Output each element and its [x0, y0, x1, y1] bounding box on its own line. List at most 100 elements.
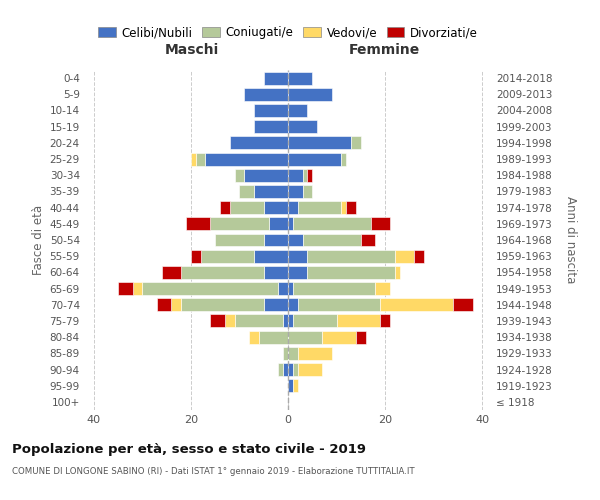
- Bar: [283, 314, 288, 328]
- Bar: [181, 298, 264, 311]
- Bar: [288, 234, 302, 246]
- Y-axis label: Fasce di età: Fasce di età: [32, 205, 46, 275]
- Bar: [235, 169, 244, 181]
- Bar: [288, 282, 293, 295]
- Bar: [288, 152, 341, 166]
- Bar: [293, 363, 298, 376]
- Bar: [288, 250, 307, 262]
- Bar: [288, 363, 293, 376]
- Bar: [288, 72, 312, 85]
- Bar: [230, 136, 288, 149]
- Y-axis label: Anni di nascita: Anni di nascita: [564, 196, 577, 284]
- Bar: [288, 136, 351, 149]
- Bar: [142, 282, 278, 295]
- Bar: [283, 347, 288, 360]
- Bar: [293, 282, 376, 295]
- Bar: [307, 169, 312, 181]
- Bar: [337, 314, 380, 328]
- Bar: [249, 330, 259, 344]
- Bar: [288, 120, 317, 133]
- Bar: [288, 104, 307, 117]
- Bar: [307, 250, 395, 262]
- Bar: [264, 266, 288, 279]
- Bar: [254, 185, 288, 198]
- Bar: [205, 152, 288, 166]
- Bar: [191, 152, 196, 166]
- Bar: [196, 152, 205, 166]
- Bar: [414, 250, 424, 262]
- Bar: [371, 218, 390, 230]
- Text: Popolazione per età, sesso e stato civile - 2019: Popolazione per età, sesso e stato civil…: [12, 442, 366, 456]
- Bar: [288, 185, 302, 198]
- Bar: [210, 314, 225, 328]
- Bar: [244, 169, 288, 181]
- Bar: [288, 88, 332, 101]
- Bar: [264, 234, 288, 246]
- Bar: [395, 266, 400, 279]
- Bar: [157, 298, 172, 311]
- Bar: [376, 282, 390, 295]
- Bar: [302, 169, 307, 181]
- Bar: [288, 218, 293, 230]
- Bar: [288, 298, 298, 311]
- Bar: [191, 250, 200, 262]
- Bar: [239, 185, 254, 198]
- Bar: [235, 314, 283, 328]
- Bar: [298, 347, 332, 360]
- Bar: [361, 234, 376, 246]
- Bar: [259, 330, 288, 344]
- Text: Femmine: Femmine: [348, 43, 419, 57]
- Bar: [288, 379, 293, 392]
- Bar: [453, 298, 473, 311]
- Bar: [210, 218, 269, 230]
- Text: Maschi: Maschi: [165, 43, 219, 57]
- Bar: [322, 330, 356, 344]
- Bar: [341, 201, 346, 214]
- Bar: [298, 201, 341, 214]
- Bar: [380, 314, 390, 328]
- Bar: [380, 298, 453, 311]
- Bar: [356, 330, 366, 344]
- Bar: [162, 266, 181, 279]
- Bar: [254, 250, 288, 262]
- Bar: [293, 218, 371, 230]
- Bar: [288, 347, 298, 360]
- Bar: [215, 234, 264, 246]
- Bar: [269, 218, 288, 230]
- Text: COMUNE DI LONGONE SABINO (RI) - Dati ISTAT 1° gennaio 2019 - Elaborazione TUTTIT: COMUNE DI LONGONE SABINO (RI) - Dati IST…: [12, 468, 415, 476]
- Bar: [230, 201, 264, 214]
- Bar: [283, 363, 288, 376]
- Bar: [288, 201, 298, 214]
- Bar: [288, 266, 307, 279]
- Bar: [278, 363, 283, 376]
- Bar: [341, 152, 346, 166]
- Bar: [293, 379, 298, 392]
- Bar: [288, 169, 302, 181]
- Bar: [288, 314, 293, 328]
- Bar: [254, 120, 288, 133]
- Legend: Celibi/Nubili, Coniugati/e, Vedovi/e, Divorziati/e: Celibi/Nubili, Coniugati/e, Vedovi/e, Di…: [93, 22, 483, 44]
- Bar: [278, 282, 288, 295]
- Bar: [346, 201, 356, 214]
- Bar: [307, 266, 395, 279]
- Bar: [298, 363, 322, 376]
- Bar: [293, 314, 337, 328]
- Bar: [298, 298, 380, 311]
- Bar: [200, 250, 254, 262]
- Bar: [264, 201, 288, 214]
- Bar: [181, 266, 264, 279]
- Bar: [302, 234, 361, 246]
- Bar: [264, 72, 288, 85]
- Bar: [220, 201, 230, 214]
- Bar: [302, 185, 312, 198]
- Bar: [172, 298, 181, 311]
- Bar: [133, 282, 142, 295]
- Bar: [351, 136, 361, 149]
- Bar: [288, 330, 322, 344]
- Bar: [118, 282, 133, 295]
- Bar: [186, 218, 210, 230]
- Bar: [254, 104, 288, 117]
- Bar: [395, 250, 414, 262]
- Bar: [264, 298, 288, 311]
- Bar: [225, 314, 235, 328]
